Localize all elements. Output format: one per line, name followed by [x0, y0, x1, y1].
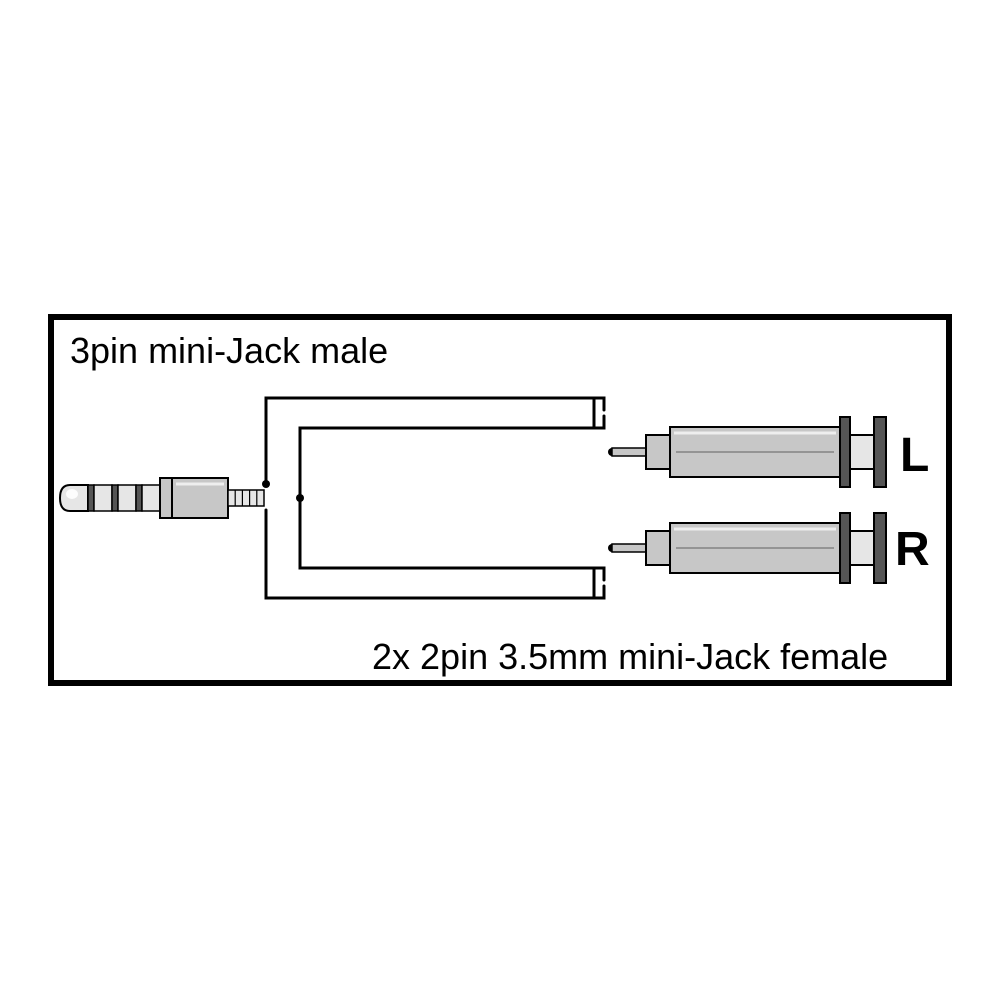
female-jacks-icon: [612, 417, 886, 583]
diagram-canvas: 3pin mini-Jack male 2x 2pin 3.5mm mini-J…: [0, 0, 1000, 1000]
wiring-lines: [262, 398, 616, 598]
diagram-svg: [0, 0, 1000, 1000]
male-jack-icon: [60, 478, 264, 518]
